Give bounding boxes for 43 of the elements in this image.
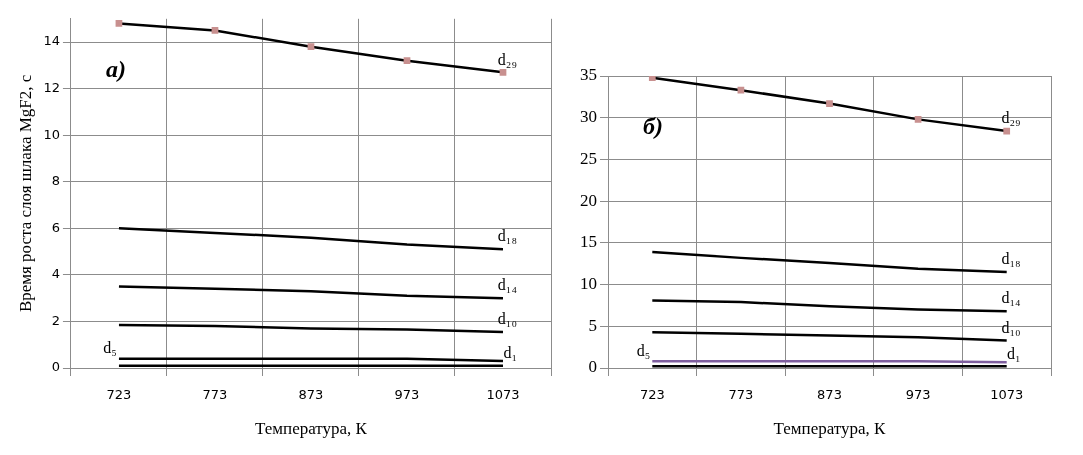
y-tick-label: 4 xyxy=(51,266,60,282)
y-tick-label: 0 xyxy=(51,359,60,375)
x-axis-title: Температура, К xyxy=(773,419,887,439)
series-label: d₁₀ xyxy=(1001,318,1021,336)
series-label: d₁ xyxy=(1007,344,1021,362)
y-tick-label: 8 xyxy=(51,173,60,189)
series-label: d₁₄ xyxy=(1001,289,1022,307)
y-tick-label: 35 xyxy=(580,65,597,85)
y-tick-label: 10 xyxy=(43,126,60,142)
series-label: d₁₀ xyxy=(497,310,517,328)
y-tick-label: 14 xyxy=(43,33,60,49)
y-tick-label: 10 xyxy=(580,274,597,294)
x-tick-label: 773 xyxy=(728,387,754,403)
series-label: d₅ xyxy=(103,338,117,356)
annotation: а) xyxy=(105,56,126,82)
y-tick-label: 2 xyxy=(51,312,60,328)
y-tick-label: 0 xyxy=(588,357,597,377)
annotation: б) xyxy=(643,113,663,140)
x-tick-label: 773 xyxy=(202,387,228,403)
x-tick-label: 723 xyxy=(106,387,132,403)
y-tick-label: 6 xyxy=(51,219,60,235)
series-label: d₁ xyxy=(503,343,517,361)
y-tick-label: 12 xyxy=(43,80,60,96)
series-label: d₅ xyxy=(636,341,651,359)
x-tick-label: 873 xyxy=(298,387,324,403)
x-tick-label: 973 xyxy=(394,387,420,403)
series-label: d₂₉ xyxy=(497,50,517,68)
y-tick-label: 25 xyxy=(580,148,597,168)
x-tick-label: 973 xyxy=(905,387,931,403)
x-tick-label: 1073 xyxy=(990,387,1024,403)
x-tick-label: 1073 xyxy=(486,387,520,403)
y-tick-label: 5 xyxy=(588,315,597,335)
x-axis-title: Температура, К xyxy=(255,419,368,439)
series-label: d₁₈ xyxy=(1001,250,1021,268)
series-label: d₁₄ xyxy=(497,276,518,294)
y-axis-title: Время роста слоя шлака MgF2, с xyxy=(15,74,35,313)
y-tick-label: 15 xyxy=(580,232,597,252)
x-tick-label: 873 xyxy=(817,387,842,403)
y-tick-label: 30 xyxy=(580,107,597,127)
y-tick-label: 20 xyxy=(580,190,597,210)
series-label: d₁₈ xyxy=(497,227,517,245)
x-tick-label: 723 xyxy=(639,387,665,403)
series-label: d₂₉ xyxy=(1001,109,1021,127)
